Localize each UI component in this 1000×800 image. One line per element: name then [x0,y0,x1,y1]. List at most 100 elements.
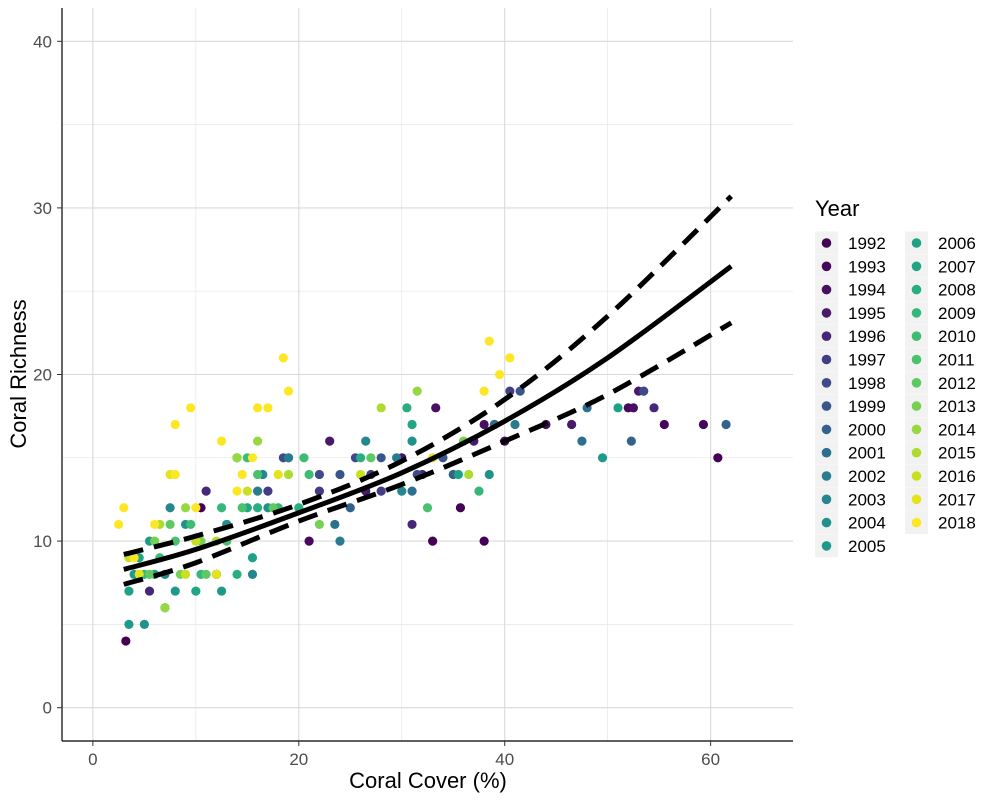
legend-label: 1996 [848,327,886,346]
fit-lines [123,194,733,587]
data-point-1995 [325,436,335,446]
data-point-2008 [355,453,366,463]
data-point-2006 [613,403,623,413]
data-point-2003 [397,486,407,496]
data-point-1994 [479,419,489,430]
data-point-2004 [139,619,149,629]
data-point-2018 [263,403,273,413]
data-point-2014 [160,603,170,613]
data-point-2006 [453,469,463,480]
legend-label: 2011 [938,351,975,370]
legend-label: 2015 [938,444,976,463]
data-point-2013 [314,519,324,530]
data-point-1999 [335,469,345,480]
data-point-1998 [314,469,324,480]
data-point-2003 [361,436,371,446]
legend-label: 2018 [938,514,976,533]
data-point-2014 [232,453,242,463]
data-point-2005 [216,586,227,596]
data-point-1995 [567,419,577,430]
legend-key-dot [821,447,832,458]
legend-entry-2013: 2013 [905,394,976,418]
data-point-2018 [191,503,201,513]
legend-label: 2016 [938,467,976,486]
data-point-1996 [649,403,659,413]
legend-entry-2002: 2002 [815,464,886,488]
legend-entry-2012: 2012 [905,371,976,395]
legend-label: 2009 [938,304,976,323]
data-point-2016 [180,569,191,580]
legend-label: 1997 [848,351,886,370]
legend-key-dot [911,471,922,481]
legend-label: 2000 [848,420,886,439]
data-point-2000 [345,503,355,513]
data-point-2000 [721,419,731,430]
legend-key-dot [911,308,922,318]
y-tick-label: 30 [33,199,52,218]
legend-entry-2016: 2016 [905,464,976,488]
data-point-2007 [407,419,417,430]
data-point-2018 [479,386,489,396]
legend: Year 1992 1993 1994 1995 1996 1997 1998 1999 200… [815,196,976,558]
legend-label: 1995 [848,304,886,323]
legend-entry-2015: 2015 [905,441,976,465]
data-point-1997 [376,486,386,496]
data-point-2012 [366,453,376,463]
data-point-2004 [407,436,417,446]
data-point-2002 [253,486,263,496]
legend-key-dot [911,517,922,528]
y-tick-label: 20 [33,366,52,385]
data-point-2000 [626,436,636,446]
legend-label: 2012 [938,374,976,393]
data-point-2008 [232,569,242,580]
data-point-1992 [428,536,438,546]
data-point-2018 [216,436,227,446]
data-point-2018 [253,403,263,413]
data-point-2013 [150,536,160,546]
data-point-1994 [431,403,441,413]
y-tick-label: 10 [33,532,52,551]
data-point-2011 [422,503,433,513]
data-point-2008 [253,503,263,513]
legend-entry-2006: 2006 [905,231,976,255]
legend-entry-2000: 2000 [815,417,886,441]
data-point-1998 [639,386,649,396]
data-point-2017 [134,569,144,580]
legend-label: 1992 [848,234,886,253]
data-point-2017 [273,469,283,480]
data-point-2010 [304,469,314,480]
legend-label: 1999 [848,397,886,416]
data-point-2018 [129,553,139,563]
legend-key-dot [821,471,832,481]
legend-key-dot [821,424,832,435]
legend-key-dot [821,284,832,295]
legend-entry-1995: 1995 [815,301,886,325]
legend-key-dot [911,284,922,295]
data-point-2018 [484,336,494,346]
data-point-2018 [150,519,160,530]
data-point-2006 [247,553,258,563]
data-point-2011 [237,503,247,513]
data-point-2017 [211,569,222,580]
data-point-1997 [505,386,515,396]
legend-entry-1994: 1994 [815,278,886,302]
data-point-2016 [242,486,252,496]
legend-entry-2008: 2008 [905,278,976,302]
tick-labels: 0 20 40 60 0 10 20 30 40 [33,32,720,769]
data-point-1997 [263,486,273,496]
data-point-2005 [170,586,180,596]
legend-entry-2014: 2014 [905,417,976,441]
x-axis-title: Coral Cover (%) [349,768,507,793]
data-point-2014 [412,386,422,396]
legend-label: 1994 [848,281,886,300]
legend-key-dot [911,238,922,248]
legend-entry-1992: 1992 [815,231,886,255]
legend-label: 2001 [848,444,886,463]
legend-key-dot [911,354,922,365]
data-point-2018 [505,353,515,363]
data-point-2007 [191,586,201,596]
data-point-2003 [247,569,258,580]
legend-key-dot [911,447,922,458]
x-tick-label: 20 [289,750,308,769]
